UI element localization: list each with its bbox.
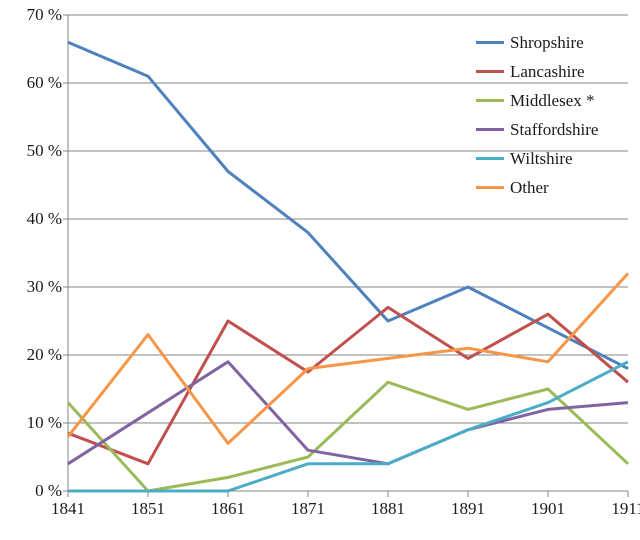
legend-item-other[interactable]: Other xyxy=(476,173,636,202)
legend-item-label: Staffordshire xyxy=(510,120,599,139)
legend-line-swatch-icon xyxy=(476,157,504,160)
legend-item-label: Shropshire xyxy=(510,33,584,52)
series-lines xyxy=(66,40,630,493)
legend-line-swatch-icon xyxy=(476,186,504,189)
legend-item-shropshire[interactable]: Shropshire xyxy=(476,28,636,57)
legend-line-swatch-icon xyxy=(476,70,504,73)
legend-item-label: Other xyxy=(510,178,549,197)
y-axis-label-text: 60 % xyxy=(26,73,62,92)
series-line-other xyxy=(66,272,630,445)
y-axis-label-text: 50 % xyxy=(26,141,62,160)
y-axis-label-text: 0 % xyxy=(35,481,62,500)
x-axis-label-1851: 1851 xyxy=(131,499,165,518)
x-axis-label-1901: 1901 xyxy=(531,499,565,518)
legend-item-middlesex[interactable]: Middlesex * xyxy=(476,86,636,115)
x-axis-label-1911: 1911 xyxy=(611,499,640,518)
legend-line-swatch-icon xyxy=(476,99,504,102)
series-line-staffordshire xyxy=(67,360,629,466)
legend-item-label: Wiltshire xyxy=(510,149,573,168)
x-axis-label-1891: 1891 xyxy=(451,499,485,518)
legend-item-wiltshire[interactable]: Wiltshire xyxy=(476,144,636,173)
legend-line-swatch-icon xyxy=(476,41,504,44)
x-axis-label-1871: 1871 xyxy=(291,499,325,518)
series-line-wiltshire xyxy=(68,360,629,493)
y-axis-label-text: 30 % xyxy=(26,277,62,296)
y-axis-label-text: 40 % xyxy=(26,209,62,228)
axis-ticks xyxy=(63,14,629,497)
x-axis-label-1841: 1841 xyxy=(51,499,85,518)
legend-item-staffordshire[interactable]: Staffordshire xyxy=(476,115,636,144)
y-axis-label-text: 20 % xyxy=(26,345,62,364)
series-line-middlesex xyxy=(66,380,630,493)
y-axis-label-text: 10 % xyxy=(26,413,62,432)
series-line-lancashire xyxy=(67,305,629,466)
legend-item-label: Lancashire xyxy=(510,62,585,81)
x-axis-label-1881: 1881 xyxy=(371,499,405,518)
legend-item-lancashire[interactable]: Lancashire xyxy=(476,57,636,86)
legend-line-swatch-icon xyxy=(476,128,504,131)
y-axis-label-text: 70 % xyxy=(26,5,62,24)
legend-item-label: Middlesex * xyxy=(510,91,595,110)
legend: Shropshire Lancashire Middlesex * Staffords… xyxy=(476,28,636,202)
x-axis-label-1861: 1861 xyxy=(211,499,245,518)
